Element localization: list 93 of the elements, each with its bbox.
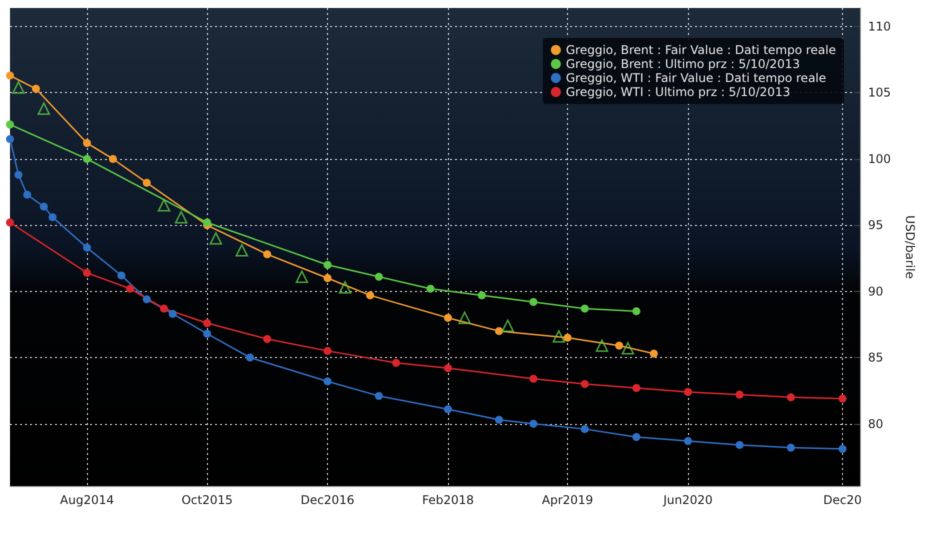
point [596, 339, 608, 352]
y-tick-label: 80 [868, 416, 884, 431]
point [736, 440, 744, 449]
point [458, 312, 471, 324]
legend-label: Greggio, Brent : Ultimo prz : 5/10/2013 [566, 57, 800, 71]
point [529, 298, 538, 306]
point [632, 433, 640, 442]
point [374, 392, 383, 400]
point [786, 444, 795, 452]
point [736, 390, 744, 399]
x-tick-label: Dec20 [823, 493, 862, 507]
point [126, 284, 134, 293]
point [23, 190, 32, 199]
point [684, 436, 692, 445]
point [622, 342, 634, 355]
point [580, 380, 589, 388]
point [324, 274, 332, 282]
x-tick-label: Apr2019 [542, 493, 594, 507]
point [210, 232, 222, 245]
point [338, 281, 352, 294]
point [632, 384, 640, 392]
point [495, 327, 504, 336]
point [392, 358, 400, 367]
point [160, 304, 168, 313]
point [529, 374, 538, 383]
y-tick-label: 100 [868, 152, 891, 166]
point [786, 393, 795, 402]
y-tick-label: 105 [868, 86, 891, 100]
point [142, 295, 151, 304]
point [48, 213, 57, 222]
y-tick-label: 95 [868, 218, 884, 232]
point [838, 394, 847, 403]
point [83, 139, 91, 148]
point [529, 420, 538, 428]
point [502, 320, 514, 332]
point [83, 268, 91, 277]
point [632, 307, 640, 316]
x-tick-label: Jun2020 [662, 493, 713, 507]
point [117, 271, 126, 280]
y-tick-label: 110 [868, 20, 891, 34]
point [142, 178, 151, 187]
point [83, 154, 91, 163]
point [426, 284, 434, 293]
point [6, 120, 14, 129]
point [552, 330, 566, 343]
point [32, 84, 40, 93]
point [246, 354, 254, 362]
point [684, 388, 692, 396]
point [40, 202, 48, 211]
point [324, 346, 332, 355]
point [324, 260, 332, 269]
point [6, 218, 14, 226]
point [14, 170, 22, 179]
x-tick-label: Feb2018 [422, 493, 474, 507]
point [444, 314, 452, 322]
point [158, 199, 170, 212]
point [650, 350, 658, 358]
point [580, 425, 589, 434]
point [374, 272, 383, 281]
point [38, 102, 50, 115]
x-tick-label: Dec2016 [300, 493, 354, 507]
point [580, 304, 589, 313]
legend-label: Greggio, WTI : Ultimo prz : 5/10/2013 [566, 85, 790, 99]
point [6, 72, 14, 80]
point [296, 270, 308, 284]
point [615, 342, 624, 350]
point [444, 405, 452, 414]
point [444, 364, 452, 372]
point [263, 335, 272, 344]
point [203, 218, 212, 226]
point [366, 291, 374, 300]
y-tick-label: 85 [868, 350, 884, 365]
y-axis-title: USD/barile [903, 215, 917, 279]
point [324, 377, 332, 386]
point [12, 81, 25, 94]
point [6, 135, 14, 144]
x-tick-label: Aug2014 [60, 493, 114, 507]
y-tick-label: 90 [868, 284, 884, 298]
point [174, 210, 188, 224]
point [203, 319, 212, 328]
point [108, 154, 117, 163]
point [263, 250, 272, 258]
point [495, 416, 504, 424]
legend-label: Greggio, WTI : Fair Value : Dati tempo reale [566, 71, 826, 85]
point [838, 444, 847, 453]
point [168, 310, 177, 318]
legend-label: Greggio, Brent : Fair Value : Dati tempo reale [566, 43, 836, 57]
point [203, 330, 212, 338]
point [564, 334, 572, 342]
point [83, 244, 91, 252]
point [236, 244, 248, 257]
point [478, 291, 486, 300]
x-tick-label: Oct2015 [181, 493, 233, 507]
